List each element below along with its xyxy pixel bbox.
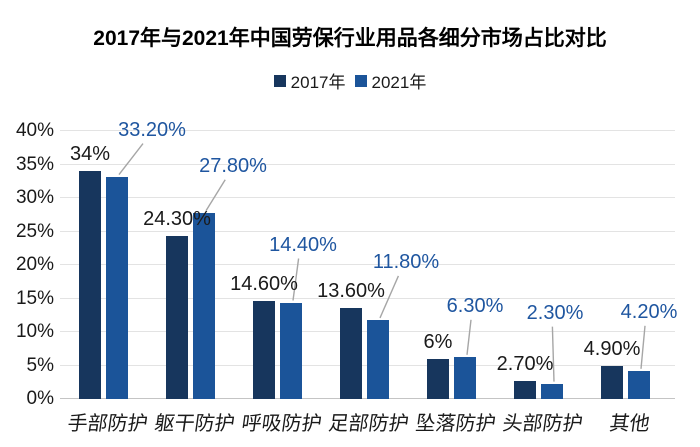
legend-swatch-2021-icon (354, 74, 367, 87)
x-axis-label-1: 躯干防护 (152, 413, 236, 435)
bar-2021-3 (367, 319, 389, 399)
legend: 2017年 2021年 (0, 68, 700, 93)
callout-label-2021-6: 4.20% (620, 300, 678, 323)
legend-item-2017: 2017年 (273, 68, 346, 93)
x-axis-label-4: 坠落防护 (413, 413, 497, 435)
y-axis-label-6: 30% (15, 187, 54, 208)
bar-2017-0 (79, 171, 101, 399)
y-axis-label-1: 5% (26, 354, 54, 376)
callout-label-2021-0: 33.20% (118, 118, 186, 141)
bar-2021-5 (541, 383, 563, 399)
callout-label-2021-4: 6.30% (446, 294, 504, 317)
data-label-2017-5: 2.70% (496, 352, 554, 375)
x-axis-label-3: 足部防护 (326, 413, 410, 435)
data-label-2017-3: 13.60% (317, 279, 385, 302)
y-axis-label-8: 40% (15, 120, 54, 141)
leader-line-1 (205, 179, 226, 212)
leader-line-0 (118, 143, 144, 175)
y-axis-label-5: 25% (15, 220, 54, 242)
leader-line-6 (640, 325, 646, 369)
y-axis-label-2: 10% (15, 321, 54, 342)
leader-lines-layer (118, 143, 646, 382)
gridline-6 (60, 197, 675, 198)
data-label-2017-6: 4.90% (583, 338, 641, 361)
y-axis-label-3: 15% (15, 287, 54, 309)
data-label-2017-4: 6% (423, 330, 453, 353)
bar-2021-2 (280, 302, 302, 399)
plot-area: 0% 5% 10% 15% 20% 25% 30% 35% 40% 34% 33.20% 手部防护 24… (16, 119, 677, 435)
gridline-3 (60, 298, 675, 299)
x-axis-label-5: 头部防护 (500, 413, 584, 435)
gridline-4 (60, 264, 675, 265)
callout-label-2021-3: 11.80% (372, 250, 440, 273)
callout-label-2021-5: 2.30% (526, 301, 584, 324)
bar-2021-0 (106, 176, 128, 399)
data-label-2017-0: 34% (69, 143, 111, 166)
y-axis-label-0: 0% (26, 388, 54, 409)
bar-2017-5 (514, 380, 536, 399)
bar-2017-6 (601, 366, 623, 399)
bar-2021-4 (454, 356, 476, 399)
gridline-7 (60, 164, 675, 165)
legend-swatch-2017-icon (273, 74, 286, 87)
callout-label-2021-1: 27.80% (199, 154, 267, 177)
gridline-5 (60, 231, 675, 232)
legend-label-2021: 2021年 (371, 73, 427, 92)
x-axis-label-2: 呼吸防护 (239, 413, 323, 435)
bar-2017-3 (340, 307, 362, 399)
bar-2017-1 (166, 236, 188, 399)
bar-2017-4 (427, 358, 449, 399)
bar-2021-6 (628, 370, 650, 399)
bar-2017-2 (253, 301, 275, 399)
leader-line-4 (466, 319, 472, 355)
legend-item-2021: 2021年 (354, 68, 427, 93)
data-label-2017-2: 14.60% (230, 273, 298, 296)
gridline-8 (60, 130, 675, 131)
chart-title: 2017年与2021年中国劳保行业用品各细分市场占比对比 (93, 27, 607, 50)
x-axis-label-0: 手部防护 (65, 413, 149, 435)
x-axis-label-6: 其他 (607, 413, 651, 435)
data-label-2017-1: 24.30% (143, 208, 211, 231)
callout-label-2021-2: 14.40% (269, 233, 337, 256)
legend-label-2017: 2017年 (290, 73, 346, 92)
y-axis-label-4: 20% (15, 254, 54, 275)
bar-2021-1 (193, 212, 215, 399)
y-axis-label-7: 35% (15, 153, 54, 175)
